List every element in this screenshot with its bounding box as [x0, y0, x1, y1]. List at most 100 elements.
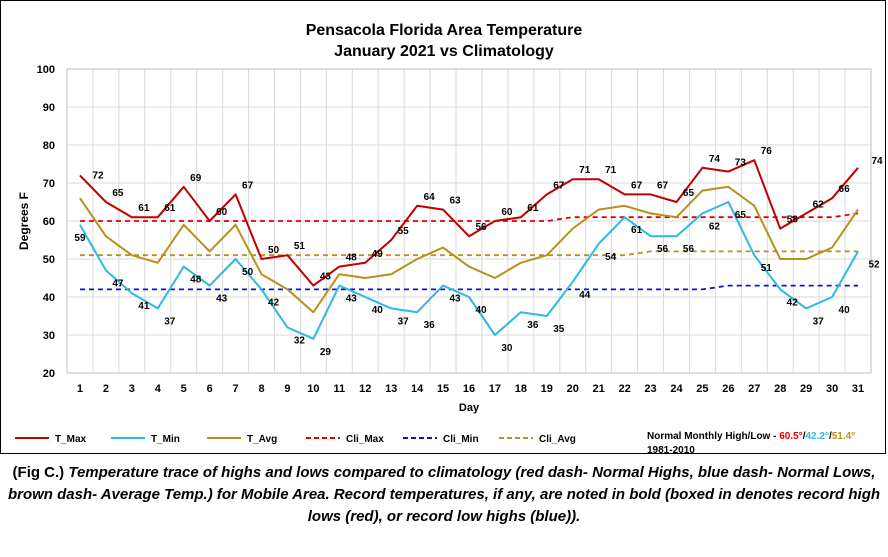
series-line-t-avg	[79, 185, 859, 314]
caption-body: Temperature trace of highs and lows comp…	[7, 464, 881, 525]
x-tick-label: 28	[774, 383, 786, 395]
y-tick-label: 80	[43, 140, 55, 152]
data-label-tmin: 43	[450, 294, 462, 305]
data-label-tmin: 44	[579, 290, 591, 301]
normals-note-part-1: 60.5°	[779, 431, 802, 442]
data-label-tmin: 42	[787, 297, 799, 308]
x-tick-label: 10	[307, 383, 319, 395]
legend-label-t-min: T_Min	[151, 434, 180, 445]
normals-note-part-5: 51.4°	[832, 431, 855, 442]
series-line-cli-min	[79, 284, 859, 291]
chart-title-line-1: Pensacola Florida Area Temperature	[306, 22, 583, 39]
data-label-tmin: 37	[398, 316, 410, 327]
data-label-tmax: 56	[475, 222, 487, 233]
y-tick-label: 20	[43, 368, 55, 380]
data-label-tmin: 32	[294, 335, 306, 346]
normals-note-part-4: /	[829, 431, 832, 442]
y-tick-label: 60	[43, 216, 55, 228]
data-label-tmax: 60	[216, 207, 228, 218]
x-tick-label: 2	[103, 383, 109, 395]
x-tick-label: 24	[670, 383, 683, 395]
data-label-tmax: 58	[787, 215, 799, 226]
x-tick-label: 13	[385, 383, 397, 395]
data-label-tmax: 63	[450, 196, 462, 207]
data-label-tmax: 73	[735, 158, 747, 169]
x-tick-label: 19	[541, 383, 553, 395]
data-label-tmin: 35	[553, 324, 565, 335]
x-tick-label: 11	[334, 383, 346, 395]
x-tick-label: 1	[77, 383, 83, 395]
normals-note-part-2: /	[803, 431, 806, 442]
data-label-tmax: 67	[657, 180, 669, 191]
data-label-tmax: 71	[605, 165, 617, 176]
y-tick-label: 30	[43, 330, 55, 342]
data-label-tmin: 37	[164, 316, 176, 327]
data-label-tmin: 43	[346, 294, 358, 305]
data-label-tmax: 74	[709, 154, 721, 165]
data-label-tmin: 56	[657, 244, 669, 255]
normals-note: Normal Monthly High/Low - 60.5°/42.2°/51…	[647, 431, 855, 442]
y-tick-label: 50	[43, 254, 55, 266]
data-label-tmax: 50	[268, 245, 280, 256]
legend-label-cli-max: Cli_Max	[346, 434, 384, 445]
normals-note-part-0: Normal Monthly High/Low -	[647, 431, 779, 442]
x-tick-label: 31	[852, 383, 864, 395]
data-label-tmax: 61	[164, 203, 176, 214]
y-axis-label: Degrees F	[17, 192, 31, 250]
x-tick-label: 15	[437, 383, 449, 395]
x-tick-label: 7	[233, 383, 239, 395]
data-label-tmin: 47	[112, 278, 124, 289]
x-tick-label: 22	[618, 383, 630, 395]
figure-caption: (Fig C.) Temperature trace of highs and …	[0, 462, 888, 528]
data-label-tmax: 60	[501, 207, 513, 218]
x-tick-label: 4	[155, 383, 162, 395]
x-tick-label: 26	[722, 383, 734, 395]
data-label-tmax: 43	[320, 272, 332, 283]
series-line-t-max	[79, 159, 859, 287]
x-tick-label: 25	[696, 383, 708, 395]
plot-area-border	[66, 68, 872, 374]
data-label-tmin: 40	[839, 305, 851, 316]
x-tick-label: 9	[284, 383, 290, 395]
x-tick-label: 29	[800, 383, 812, 395]
y-tick-label: 100	[37, 64, 55, 76]
series-line-t-min	[79, 201, 859, 340]
data-label-tmax: 62	[813, 199, 825, 210]
data-label-tmax: 65	[683, 188, 695, 199]
temperature-chart: Pensacola Florida Area Temperature Januar…	[15, 22, 883, 455]
data-label-tmax: 67	[553, 180, 565, 191]
x-tick-label: 5	[181, 383, 187, 395]
x-tick-label: 30	[826, 383, 838, 395]
x-tick-label: 23	[644, 383, 656, 395]
normals-period: 1981-2010	[647, 445, 695, 455]
chart-title-line-2: January 2021 vs Climatology	[334, 43, 554, 60]
data-label-tmax: 71	[579, 165, 591, 176]
y-tick-label: 90	[43, 102, 55, 114]
data-label-tmax: 67	[242, 180, 254, 191]
data-label-tmax: 67	[631, 180, 643, 191]
x-tick-label: 6	[207, 383, 213, 395]
x-tick-label: 21	[593, 383, 605, 395]
data-label-tmin: 40	[475, 305, 487, 316]
data-label-tmin: 56	[683, 244, 695, 255]
data-label-tmax: 61	[527, 203, 539, 214]
x-tick-label: 20	[567, 383, 579, 395]
x-tick-label: 16	[463, 383, 475, 395]
x-axis-label: Day	[459, 402, 480, 414]
y-tick-label: 40	[43, 292, 55, 304]
data-label-tmin: 54	[605, 252, 617, 263]
x-tick-label: 3	[129, 383, 135, 395]
normals-note-part-3: 42.2°	[805, 431, 828, 442]
data-label-tmin: 52	[868, 259, 880, 270]
x-tick-label: 12	[359, 383, 371, 395]
x-tick-label: 14	[411, 383, 424, 395]
caption-lead: (Fig C.)	[12, 464, 69, 481]
legend-label-cli-avg: Cli_Avg	[539, 434, 576, 445]
data-label-tmax: 74	[871, 156, 883, 167]
chart-frame: Pensacola Florida Area Temperature Januar…	[0, 0, 886, 455]
data-label-tmax: 72	[92, 170, 104, 181]
data-label-tmin: 59	[74, 233, 86, 244]
data-label-tmax: 65	[112, 188, 124, 199]
x-tick-label: 18	[515, 383, 527, 395]
data-label-tmin: 41	[138, 301, 150, 312]
